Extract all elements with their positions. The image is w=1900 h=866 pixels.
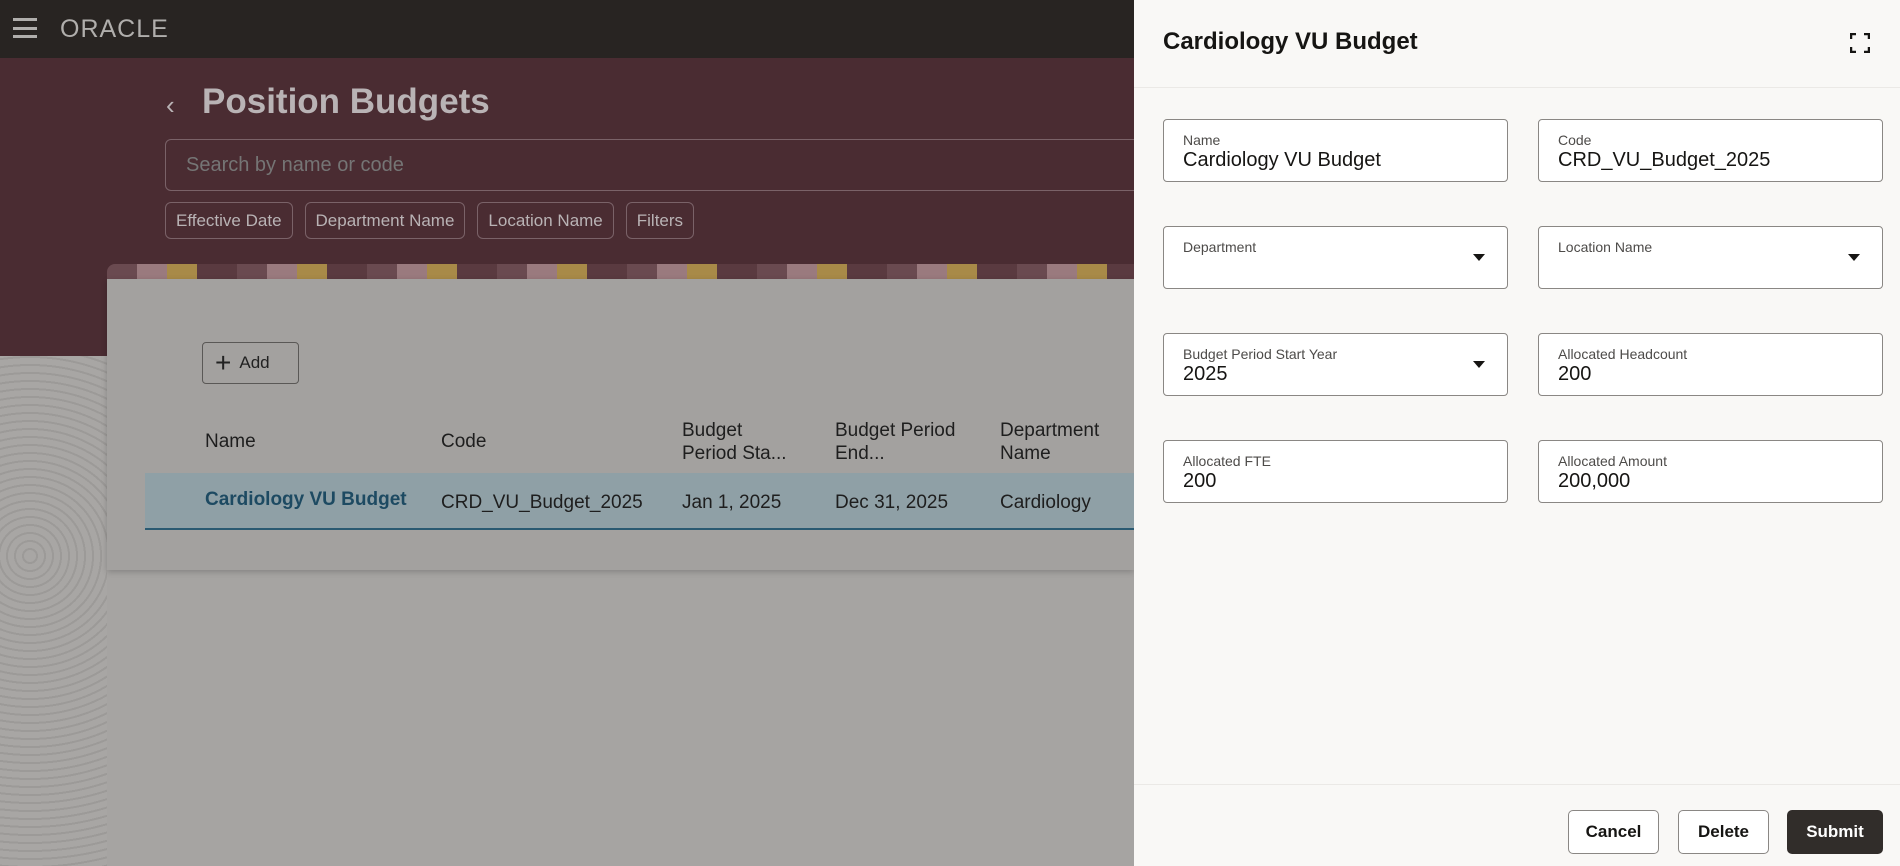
allocated-fte-field[interactable]: Allocated FTE 200	[1163, 440, 1508, 503]
field-label: Location Name	[1558, 239, 1653, 255]
hamburger-icon[interactable]	[13, 18, 37, 38]
department-select[interactable]: Department	[1163, 226, 1508, 289]
top-bar: ORACLE	[0, 0, 1134, 58]
row-end: Dec 31, 2025	[835, 492, 949, 513]
dropdown-caret-icon[interactable]	[1473, 254, 1485, 261]
row-start: Jan 1, 2025	[682, 492, 782, 513]
location-name-select[interactable]: Location Name	[1538, 226, 1883, 289]
code-field[interactable]: Code CRD_VU_Budget_2025	[1538, 119, 1883, 182]
field-value: 200,000	[1558, 470, 1631, 492]
field-label: Code	[1558, 132, 1592, 148]
add-label: Add	[239, 353, 270, 372]
field-label: Allocated Headcount	[1558, 346, 1688, 362]
table-row[interactable]	[145, 473, 1134, 530]
row-department: Cardiology	[1000, 492, 1091, 513]
field-value: Cardiology VU Budget	[1183, 149, 1381, 171]
budgets-card: + Add Name Code Budget Period Sta... Budg…	[107, 279, 1134, 570]
expand-icon[interactable]	[1850, 33, 1870, 53]
oracle-logo[interactable]: ORACLE	[60, 15, 169, 43]
field-label: Allocated FTE	[1183, 453, 1271, 469]
filter-effective-date[interactable]: Effective Date	[165, 202, 293, 239]
page-title: Position Budgets	[202, 82, 490, 121]
drawer-footer: Cancel Delete Submit	[1134, 784, 1900, 866]
header-code[interactable]: Code	[441, 431, 487, 452]
add-button[interactable]: + Add	[202, 342, 299, 384]
field-value: CRD_VU_Budget_2025	[1558, 149, 1771, 171]
background-pattern	[0, 356, 107, 866]
header-name[interactable]: Name	[205, 431, 256, 452]
row-name-link[interactable]: Cardiology VU Budget	[205, 489, 407, 510]
search-input[interactable]	[165, 139, 1155, 191]
field-value: 200	[1558, 363, 1592, 385]
back-chevron-icon[interactable]: ‹	[166, 90, 175, 120]
filter-department-name[interactable]: Department Name	[304, 202, 466, 239]
header-budget-period-start[interactable]: Budget Period Sta...	[682, 420, 787, 464]
field-label: Department	[1183, 239, 1257, 255]
field-value: 200	[1183, 470, 1217, 492]
dropdown-caret-icon[interactable]	[1848, 254, 1860, 261]
header-department-name[interactable]: Department Name	[1000, 420, 1100, 464]
drawer-title: Cardiology VU Budget	[1163, 28, 1418, 55]
header-budget-period-end[interactable]: Budget Period End...	[835, 420, 956, 464]
field-label: Name	[1183, 132, 1221, 148]
dropdown-caret-icon[interactable]	[1473, 361, 1485, 368]
allocated-headcount-field[interactable]: Allocated Headcount 200	[1538, 333, 1883, 396]
submit-button[interactable]: Submit	[1787, 810, 1883, 854]
name-field[interactable]: Name Cardiology VU Budget	[1163, 119, 1508, 182]
field-value: 2025	[1183, 363, 1228, 385]
field-label: Allocated Amount	[1558, 453, 1667, 469]
filter-chips: Effective Date Department Name Location …	[165, 202, 695, 239]
decorative-banner	[107, 264, 1134, 280]
filters-button[interactable]: Filters	[625, 202, 695, 239]
cancel-button[interactable]: Cancel	[1568, 810, 1659, 854]
row-code: CRD_VU_Budget_2025	[441, 492, 643, 513]
field-label: Budget Period Start Year	[1183, 346, 1338, 362]
plus-icon: +	[215, 347, 232, 378]
delete-button[interactable]: Delete	[1678, 810, 1769, 854]
allocated-amount-field[interactable]: Allocated Amount 200,000	[1538, 440, 1883, 503]
budget-period-start-year-select[interactable]: Budget Period Start Year 2025	[1163, 333, 1508, 396]
drawer-header: Cardiology VU Budget	[1134, 0, 1900, 88]
filter-location-name[interactable]: Location Name	[477, 202, 614, 239]
edit-drawer: Cardiology VU Budget Name Cardiology VU B…	[1134, 0, 1900, 866]
